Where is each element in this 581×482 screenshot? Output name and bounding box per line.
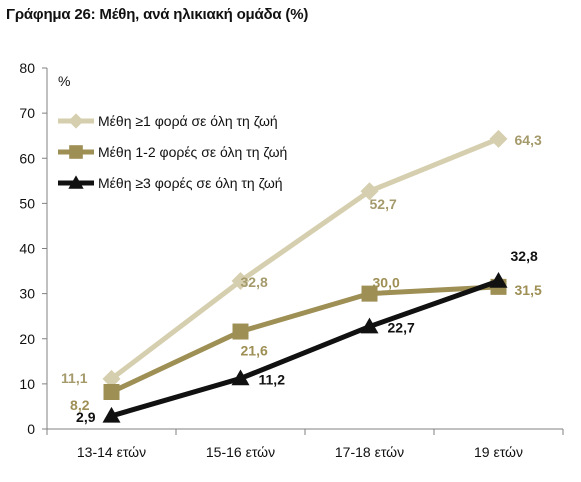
- y-tick-label: 10: [19, 376, 35, 392]
- chart-title: Γράφημα 26: Μέθη, ανά ηλικιακή ομάδα (%): [6, 6, 309, 23]
- legend-label: Μέθη ≥1 φορά σε όλη τη ζωή: [98, 113, 278, 129]
- legend-marker-0: [68, 113, 84, 129]
- data-point-2: [360, 317, 379, 334]
- data-point-0: [231, 271, 250, 290]
- y-tick-label: 40: [19, 241, 35, 257]
- data-label: 32,8: [511, 248, 538, 264]
- x-tick-label: 15-16 ετών: [206, 444, 275, 460]
- data-label: 22,7: [388, 320, 415, 336]
- legend-marker-1: [69, 145, 83, 159]
- y-axis-unit-label: %: [58, 73, 70, 89]
- y-tick-label: 0: [27, 421, 35, 437]
- legend-label: Μέθη ≥3 φορές σε όλη τη ζωή: [98, 175, 283, 191]
- data-label: 52,7: [370, 196, 397, 212]
- data-point-0: [360, 182, 379, 201]
- y-tick-label: 30: [19, 286, 35, 302]
- series-line-1: [110, 284, 499, 395]
- data-point-0: [102, 369, 121, 388]
- data-point-1: [361, 285, 378, 302]
- series-line-0: [109, 136, 500, 381]
- y-tick-label: 70: [19, 105, 35, 121]
- data-label: 32,8: [241, 274, 268, 290]
- y-tick-label: 50: [19, 195, 35, 211]
- data-point-0: [489, 129, 508, 148]
- y-tick-label: 60: [19, 150, 35, 166]
- data-label: 11,2: [259, 371, 286, 387]
- x-tick-label: 19 ετών: [474, 444, 523, 460]
- data-point-1: [103, 383, 120, 400]
- data-label: 2,9: [76, 409, 96, 425]
- data-point-2: [231, 369, 250, 386]
- data-label: 11,1: [61, 370, 88, 386]
- y-tick-label: 80: [19, 60, 35, 76]
- data-point-1: [232, 323, 249, 340]
- data-point-2: [489, 271, 508, 288]
- series-line-2: [110, 278, 500, 419]
- data-label: 30,0: [373, 275, 400, 291]
- x-tick-label: 13-14 ετών: [77, 444, 146, 460]
- data-label: 8,2: [70, 397, 90, 413]
- legend-label: Μέθη 1-2 φορές σε όλη τη ζωή: [98, 144, 287, 160]
- y-tick-label: 20: [19, 331, 35, 347]
- x-tick-label: 17-18 ετών: [335, 444, 404, 460]
- data-label: 31,5: [515, 282, 542, 298]
- data-label: 64,3: [515, 132, 542, 148]
- legend-marker-2: [68, 175, 84, 189]
- data-point-2: [102, 406, 121, 423]
- data-label: 21,6: [241, 343, 268, 359]
